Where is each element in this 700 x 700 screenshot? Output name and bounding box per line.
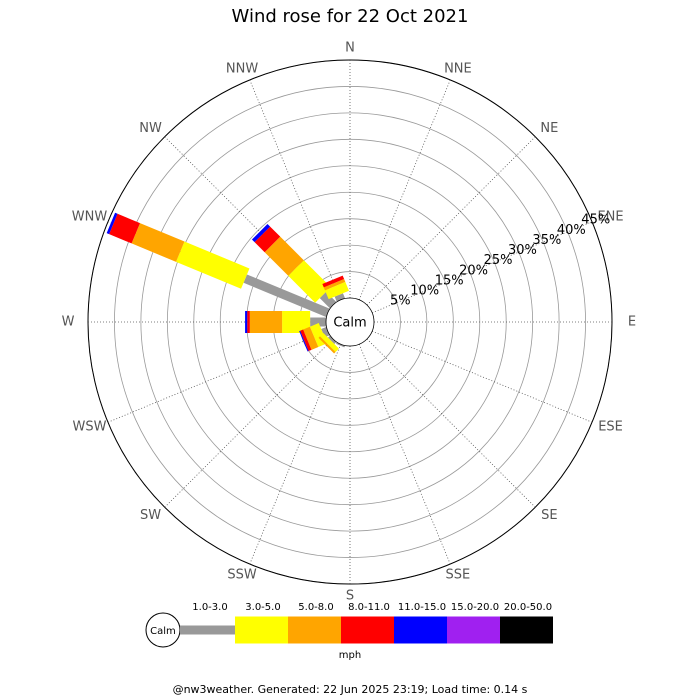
direction-label: WSW <box>72 419 106 434</box>
wind-bar <box>319 291 337 309</box>
wind-bar <box>176 241 250 289</box>
legend-label: 3.0-5.0 <box>245 602 280 613</box>
legend-calm-label: Calm <box>150 626 176 637</box>
r-tick-label: 30% <box>508 243 537 258</box>
footer: @nw3weather. Generated: 22 Jun 2025 23:1… <box>173 683 528 696</box>
direction-label: W <box>62 315 75 330</box>
spoke <box>164 338 334 508</box>
wind-bar <box>323 279 346 291</box>
wind-bar <box>334 293 345 302</box>
r-tick-label: 20% <box>459 263 488 278</box>
r-tick-label: 10% <box>410 284 439 299</box>
grid-ring <box>140 112 560 532</box>
direction-label: SW <box>140 508 161 523</box>
r-tick-label: 35% <box>532 233 561 248</box>
legend-swatch <box>447 616 500 644</box>
wind-bar <box>327 335 337 345</box>
wind-bar <box>106 212 118 235</box>
legend-swatch <box>341 616 394 644</box>
legend-unit: mph <box>339 650 361 661</box>
wind-bar <box>299 330 309 352</box>
legend-label: 1.0-3.0 <box>192 602 227 613</box>
wind-bar <box>247 311 250 333</box>
legend-swatch <box>500 616 553 644</box>
legend-label: 11.0-15.0 <box>398 602 446 613</box>
legend-label: 8.0-11.0 <box>348 602 390 613</box>
direction-label: NE <box>540 121 558 136</box>
spoke <box>366 338 536 508</box>
calm-label: Calm <box>333 316 366 331</box>
spoke <box>107 330 328 423</box>
wind-bar <box>282 311 311 333</box>
direction-label: N <box>345 41 355 56</box>
wind-bar <box>322 275 345 288</box>
spoke <box>249 79 342 300</box>
spoke <box>366 136 536 306</box>
legend-label: 15.0-20.0 <box>451 602 499 613</box>
wind-bar <box>131 223 185 262</box>
r-tick-label: 15% <box>435 273 464 288</box>
spoke <box>372 330 593 423</box>
r-tick-label: 40% <box>557 223 586 238</box>
direction-label: SSE <box>446 568 471 583</box>
wind-bar <box>251 223 271 243</box>
spoke <box>249 344 342 565</box>
wind-bar <box>249 311 283 333</box>
legend-label: 5.0-8.0 <box>298 602 333 613</box>
wind-bar <box>264 236 304 276</box>
spoke <box>358 344 451 565</box>
direction-label: SE <box>541 508 557 523</box>
direction-label: NW <box>139 121 162 136</box>
direction-label: ESE <box>598 419 623 434</box>
spoke <box>372 221 593 314</box>
legend-swatch <box>180 625 235 635</box>
direction-label: SSW <box>227 568 257 583</box>
direction-label: WNW <box>72 210 108 225</box>
wind-bar <box>109 213 141 244</box>
chart-title: Wind rose for 22 Oct 2021 <box>232 6 469 27</box>
wind-bar <box>324 281 349 300</box>
r-tick-label: 45% <box>581 213 610 228</box>
r-tick-label: 5% <box>390 294 411 309</box>
direction-label: NNE <box>444 61 472 76</box>
wind-bar <box>336 342 345 348</box>
grid-ring <box>166 138 534 506</box>
wind-bar <box>288 260 331 303</box>
wind-bar <box>318 336 336 354</box>
wind-bar <box>300 329 312 352</box>
spoke <box>358 79 451 300</box>
legend-swatch <box>394 616 447 644</box>
direction-label: NNW <box>226 61 258 76</box>
direction-label: ENE <box>597 210 623 225</box>
wind-bar <box>245 311 248 333</box>
wind-bar <box>321 327 330 338</box>
direction-label: S <box>346 589 354 604</box>
calm-circle <box>325 297 375 347</box>
wind-bar <box>254 226 281 253</box>
r-tick-label: 25% <box>484 253 513 268</box>
direction-label: E <box>628 315 636 330</box>
wind-bar <box>310 317 326 327</box>
legend-label: 20.0-50.0 <box>504 602 552 613</box>
wind-bar <box>303 326 319 350</box>
legend-swatch <box>288 616 341 644</box>
legend-swatch <box>235 616 288 644</box>
grid-ring <box>114 86 586 558</box>
wind-bar <box>243 274 330 317</box>
